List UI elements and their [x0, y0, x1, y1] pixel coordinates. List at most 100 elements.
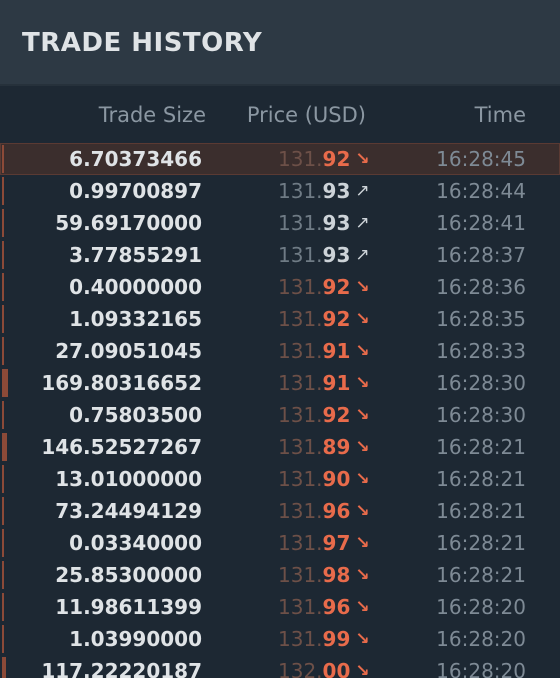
- trade-row[interactable]: 146.52527267 131.89 ↘ 16:28:21: [0, 431, 560, 463]
- trade-row[interactable]: 0.99700897 131.93 ↗ 16:28:44: [0, 175, 560, 207]
- trade-size: 0.40000000: [69, 275, 202, 299]
- column-header-time[interactable]: Time: [474, 103, 526, 127]
- trade-price: 131.89 ↘: [278, 431, 370, 463]
- depth-marker: [2, 369, 8, 397]
- trade-price: 131.91 ↘: [278, 367, 370, 399]
- arrow-down-right-icon: ↘: [355, 149, 370, 169]
- trade-row[interactable]: 3.77855291 131.93 ↗ 16:28:37: [0, 239, 560, 271]
- price-decimal-part: 90: [322, 467, 351, 491]
- price-decimal-part: 00: [322, 659, 351, 678]
- trade-row[interactable]: 27.09051045 131.91 ↘ 16:28:33: [0, 335, 560, 367]
- trade-time: 16:28:36: [436, 275, 526, 299]
- column-header-trade-size[interactable]: Trade Size: [98, 103, 206, 127]
- trade-size: 0.75803500: [69, 403, 202, 427]
- depth-marker: [2, 625, 4, 653]
- price-decimal-part: 93: [322, 179, 351, 203]
- trade-size: 73.24494129: [55, 499, 202, 523]
- trade-size: 117.22220187: [41, 659, 202, 678]
- price-integer-part: 131.: [278, 179, 323, 203]
- panel-title: TRADE HISTORY: [22, 28, 263, 58]
- depth-marker: [2, 433, 7, 461]
- arrow-down-right-icon: ↘: [355, 565, 370, 585]
- arrow-up-right-icon: ↗: [355, 181, 370, 201]
- trade-row[interactable]: 117.22220187 132.00 ↘ 16:28:20: [0, 655, 560, 678]
- depth-marker: [2, 401, 4, 429]
- trade-time: 16:28:20: [436, 627, 526, 651]
- price-integer-part: 131.: [278, 435, 323, 459]
- price-decimal-part: 93: [322, 211, 351, 235]
- trade-size: 1.03990000: [69, 627, 202, 651]
- price-decimal-part: 93: [322, 243, 351, 267]
- arrow-down-right-icon: ↘: [355, 661, 370, 678]
- depth-marker: [2, 497, 4, 525]
- trade-price: 131.93 ↗: [278, 207, 370, 239]
- trade-time: 16:28:44: [436, 179, 526, 203]
- price-decimal-part: 89: [322, 435, 351, 459]
- trade-row[interactable]: 6.70373466 131.92 ↘ 16:28:45: [0, 143, 560, 175]
- trade-size: 6.70373466: [69, 147, 202, 171]
- arrow-down-right-icon: ↘: [355, 277, 370, 297]
- trade-row[interactable]: 59.69170000 131.93 ↗ 16:28:41: [0, 207, 560, 239]
- arrow-down-right-icon: ↘: [355, 469, 370, 489]
- price-integer-part: 131.: [278, 627, 323, 651]
- arrow-down-right-icon: ↘: [355, 309, 370, 329]
- price-integer-part: 131.: [278, 595, 323, 619]
- price-integer-part: 131.: [278, 211, 323, 235]
- column-header-price[interactable]: Price (USD): [246, 103, 366, 127]
- price-integer-part: 131.: [278, 499, 323, 523]
- price-decimal-part: 91: [322, 339, 351, 363]
- trade-size: 1.09332165: [69, 307, 202, 331]
- price-integer-part: 131.: [278, 531, 323, 555]
- price-decimal-part: 97: [322, 531, 351, 555]
- trade-row[interactable]: 0.40000000 131.92 ↘ 16:28:36: [0, 271, 560, 303]
- trade-row[interactable]: 1.03990000 131.99 ↘ 16:28:20: [0, 623, 560, 655]
- trade-time: 16:28:41: [436, 211, 526, 235]
- price-decimal-part: 92: [322, 275, 351, 299]
- depth-marker: [2, 145, 4, 173]
- trade-time: 16:28:21: [436, 531, 526, 555]
- price-integer-part: 131.: [278, 467, 323, 491]
- arrow-down-right-icon: ↘: [355, 501, 370, 521]
- trade-row[interactable]: 169.80316652 131.91 ↘ 16:28:30: [0, 367, 560, 399]
- trade-price: 131.93 ↗: [278, 239, 370, 271]
- trade-price: 131.98 ↘: [278, 559, 370, 591]
- price-decimal-part: 96: [322, 499, 351, 523]
- trade-row[interactable]: 1.09332165 131.92 ↘ 16:28:35: [0, 303, 560, 335]
- trade-time: 16:28:21: [436, 499, 526, 523]
- depth-marker: [2, 657, 6, 678]
- trade-time: 16:28:20: [436, 659, 526, 678]
- trade-row[interactable]: 0.03340000 131.97 ↘ 16:28:21: [0, 527, 560, 559]
- trade-price: 131.91 ↘: [278, 335, 370, 367]
- trade-row[interactable]: 13.01000000 131.90 ↘ 16:28:21: [0, 463, 560, 495]
- arrow-down-right-icon: ↘: [355, 629, 370, 649]
- trade-size: 27.09051045: [55, 339, 202, 363]
- price-decimal-part: 96: [322, 595, 351, 619]
- depth-marker: [2, 241, 4, 269]
- panel-header: TRADE HISTORY: [0, 0, 560, 86]
- trade-row[interactable]: 0.75803500 131.92 ↘ 16:28:30: [0, 399, 560, 431]
- trade-size: 169.80316652: [41, 371, 202, 395]
- trade-size: 146.52527267: [41, 435, 202, 459]
- trade-time: 16:28:21: [436, 563, 526, 587]
- price-integer-part: 131.: [278, 403, 323, 427]
- trade-row[interactable]: 11.98611399 131.96 ↘ 16:28:20: [0, 591, 560, 623]
- trade-row[interactable]: 25.85300000 131.98 ↘ 16:28:21: [0, 559, 560, 591]
- price-integer-part: 131.: [278, 307, 323, 331]
- depth-marker: [2, 561, 4, 589]
- trade-time: 16:28:30: [436, 403, 526, 427]
- trade-time: 16:28:21: [436, 435, 526, 459]
- trade-price: 131.97 ↘: [278, 527, 370, 559]
- depth-marker: [2, 337, 4, 365]
- price-decimal-part: 92: [322, 403, 351, 427]
- trade-price: 131.99 ↘: [278, 623, 370, 655]
- trade-time: 16:28:35: [436, 307, 526, 331]
- trade-row[interactable]: 73.24494129 131.96 ↘ 16:28:21: [0, 495, 560, 527]
- trade-time: 16:28:45: [436, 147, 526, 171]
- trade-size: 59.69170000: [55, 211, 202, 235]
- depth-marker: [2, 465, 4, 493]
- arrow-down-right-icon: ↘: [355, 405, 370, 425]
- depth-marker: [2, 177, 4, 205]
- trade-size: 11.98611399: [55, 595, 202, 619]
- trade-price: 131.92 ↘: [278, 303, 370, 335]
